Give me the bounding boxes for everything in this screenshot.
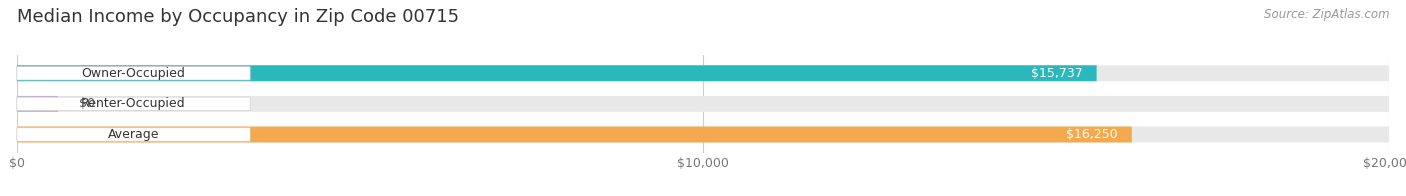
Text: $16,250: $16,250 <box>1067 128 1118 141</box>
FancyBboxPatch shape <box>17 66 250 80</box>
Text: Average: Average <box>108 128 159 141</box>
FancyBboxPatch shape <box>17 65 1097 81</box>
FancyBboxPatch shape <box>17 65 1389 81</box>
FancyBboxPatch shape <box>17 127 1389 142</box>
FancyBboxPatch shape <box>17 97 250 111</box>
FancyBboxPatch shape <box>17 96 1389 112</box>
Text: $0: $0 <box>79 97 94 110</box>
Text: Owner-Occupied: Owner-Occupied <box>82 67 186 80</box>
Text: Source: ZipAtlas.com: Source: ZipAtlas.com <box>1264 8 1389 21</box>
Text: Renter-Occupied: Renter-Occupied <box>82 97 186 110</box>
FancyBboxPatch shape <box>17 127 1132 142</box>
FancyBboxPatch shape <box>17 128 250 141</box>
FancyBboxPatch shape <box>17 96 58 112</box>
Text: $15,737: $15,737 <box>1031 67 1083 80</box>
Text: Median Income by Occupancy in Zip Code 00715: Median Income by Occupancy in Zip Code 0… <box>17 8 458 26</box>
